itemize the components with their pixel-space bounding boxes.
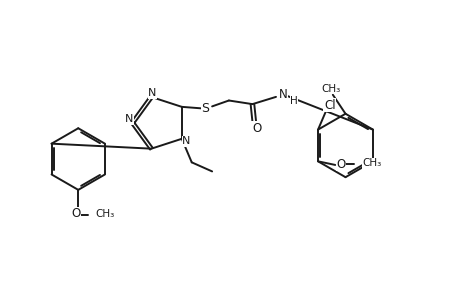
Text: N: N <box>278 88 287 101</box>
Text: N: N <box>182 136 190 146</box>
Text: N: N <box>124 114 133 124</box>
Text: CH₃: CH₃ <box>321 84 341 94</box>
Text: O: O <box>71 207 80 220</box>
Text: N: N <box>148 88 156 98</box>
Text: H: H <box>290 95 297 106</box>
Text: Cl: Cl <box>323 99 335 112</box>
Text: O: O <box>252 122 261 135</box>
Text: CH₃: CH₃ <box>362 158 381 168</box>
Text: CH₃: CH₃ <box>95 209 114 219</box>
Text: S: S <box>201 102 209 115</box>
Text: O: O <box>336 158 345 170</box>
